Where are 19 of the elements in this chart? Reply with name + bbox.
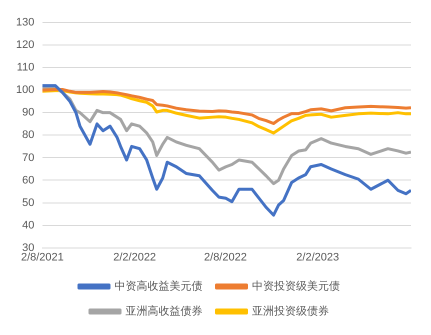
y-tick-label: 70 — [22, 152, 34, 164]
y-tick-label: 130 — [16, 16, 34, 29]
y-tick-label: 90 — [22, 106, 34, 119]
y-tick-label: 60 — [22, 174, 34, 186]
x-tick-label: 2/2/2023 — [296, 251, 340, 264]
y-tick-label: 120 — [16, 39, 34, 52]
y-tick-label: 50 — [22, 196, 34, 209]
legend-label: 亚洲高收益债券 — [126, 304, 202, 318]
y-tick-label: 30 — [22, 242, 34, 254]
x-tick-label: 2/8/2021 — [20, 251, 64, 264]
legend-label: 中资高收益美元债 — [114, 279, 202, 292]
y-tick-label: 110 — [16, 62, 34, 74]
y-tick-label: 80 — [22, 129, 34, 142]
y-tick-label: 40 — [22, 219, 34, 232]
legend-label: 中资投资级美元债 — [252, 279, 340, 292]
y-tick-label: 100 — [16, 84, 34, 96]
x-tick-label: 2/8/2022 — [204, 251, 247, 264]
x-tick-label: 2/2/2022 — [113, 251, 156, 264]
legend-label: 亚洲投资级债券 — [252, 304, 329, 318]
